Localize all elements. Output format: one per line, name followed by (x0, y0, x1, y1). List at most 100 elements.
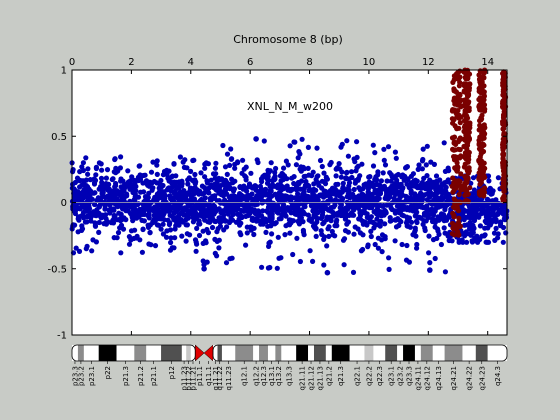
data-point (81, 179, 87, 185)
ideogram-band (308, 345, 314, 361)
ideogram-band (475, 345, 488, 361)
amplified-point (454, 160, 460, 166)
data-point (258, 176, 265, 182)
band-label: p11.1 (196, 366, 204, 386)
data-point (160, 231, 166, 237)
data-point (103, 219, 110, 225)
data-point (392, 149, 398, 155)
data-point (145, 224, 152, 230)
data-point (160, 182, 166, 189)
band-label: p11.22 (185, 366, 193, 390)
data-point (183, 222, 189, 228)
y-tick-label: 1 (61, 66, 67, 77)
data-point (156, 195, 162, 201)
data-point (400, 185, 406, 191)
data-point (388, 190, 394, 196)
data-point (345, 229, 351, 235)
ideogram-band (134, 345, 147, 361)
data-point (224, 224, 230, 230)
ideogram-band (397, 345, 404, 361)
band-label: q24.22 (466, 366, 474, 390)
data-point (299, 178, 305, 184)
data-point (92, 177, 99, 183)
data-point (154, 158, 160, 164)
data-point (290, 218, 296, 224)
data-point (140, 180, 146, 186)
data-point (365, 192, 371, 198)
data-point (403, 257, 410, 263)
data-point (420, 221, 426, 227)
data-point (202, 165, 208, 171)
amplified-point (465, 152, 471, 158)
data-point (136, 214, 142, 220)
ideogram-band (325, 345, 332, 361)
amplified-point (456, 75, 462, 81)
data-point (340, 180, 346, 186)
data-point (257, 183, 263, 189)
data-point (241, 183, 247, 189)
data-point (73, 245, 79, 251)
data-point (244, 207, 250, 213)
data-point (217, 223, 223, 229)
data-point (358, 248, 364, 254)
band-label: q13.1 (268, 366, 276, 386)
data-point (91, 209, 97, 215)
data-point (370, 163, 377, 169)
data-point (296, 219, 302, 225)
data-point (318, 228, 324, 234)
data-point (421, 175, 427, 181)
band-label: q12.3 (260, 366, 268, 386)
data-point (103, 175, 109, 181)
data-point (202, 195, 208, 201)
data-point (321, 219, 327, 225)
data-point (302, 183, 308, 190)
data-point (326, 233, 332, 239)
data-point (301, 232, 307, 238)
data-point (177, 197, 183, 203)
data-point (220, 142, 226, 149)
data-point (300, 227, 306, 233)
data-point (424, 203, 430, 209)
band-label: q22.1 (354, 366, 362, 386)
data-point (208, 177, 214, 183)
data-point (201, 262, 207, 268)
outlier-point (201, 266, 207, 272)
data-point (193, 179, 199, 185)
data-point (419, 166, 425, 172)
data-point (85, 171, 91, 177)
ideogram-band (385, 345, 398, 361)
data-point (184, 231, 190, 237)
data-point (367, 215, 373, 221)
data-point (161, 189, 167, 195)
data-point (287, 230, 293, 236)
data-point (467, 205, 473, 211)
data-point (414, 245, 420, 251)
data-point (349, 211, 355, 217)
data-point (111, 235, 117, 241)
data-point (483, 239, 489, 245)
data-point (411, 207, 417, 213)
band-label: p23.2 (77, 366, 85, 386)
data-point (267, 184, 273, 190)
amplified-point (477, 118, 483, 124)
data-point (387, 194, 393, 200)
data-point (254, 201, 260, 207)
data-point (260, 221, 266, 227)
data-point (267, 264, 273, 271)
amplified-point (479, 112, 485, 118)
data-point (375, 212, 381, 218)
ideogram-band (213, 345, 218, 361)
data-point (364, 202, 371, 208)
data-point (267, 213, 273, 219)
data-point (282, 232, 288, 238)
scatter-points (69, 136, 510, 276)
data-point (253, 187, 259, 193)
data-point (137, 237, 143, 243)
data-point (412, 213, 418, 219)
data-point (205, 230, 211, 236)
data-point (146, 190, 152, 196)
data-point (252, 183, 258, 189)
data-point (226, 184, 233, 190)
data-point (234, 207, 240, 213)
data-point (345, 153, 351, 159)
